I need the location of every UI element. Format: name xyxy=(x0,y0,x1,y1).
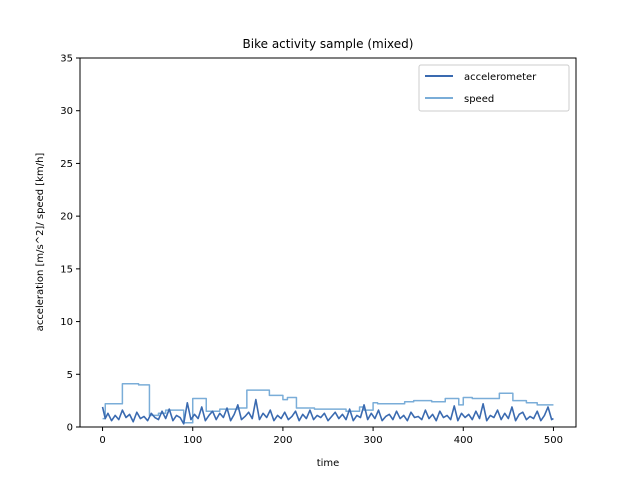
y-tick-label: 10 xyxy=(60,317,73,328)
y-tick-label: 35 xyxy=(60,54,73,65)
y-tick-label: 30 xyxy=(60,106,73,117)
y-axis: 0 5 10 15 20 25 30 35 xyxy=(60,54,80,434)
series-line-accelerometer xyxy=(101,398,554,425)
y-axis-label: acceleration [m/s^2]/ speed [km/h] xyxy=(35,153,46,332)
legend: accelerometer speed xyxy=(418,64,570,112)
y-tick-label: 20 xyxy=(60,212,73,223)
x-tick-label: 200 xyxy=(273,435,292,446)
axes-frame xyxy=(79,57,577,428)
plot-area xyxy=(101,383,554,425)
x-tick-label: 400 xyxy=(454,435,473,446)
x-tick-label: 300 xyxy=(364,435,383,446)
y-tick-label: 0 xyxy=(67,423,73,434)
x-tick-label: 500 xyxy=(544,435,563,446)
y-tick-label: 5 xyxy=(67,370,73,381)
y-tick-label: 15 xyxy=(60,264,73,275)
x-axis: 0 100 200 300 400 500 xyxy=(99,427,563,446)
legend-frame xyxy=(418,64,570,112)
legend-label-speed: speed xyxy=(464,94,494,105)
y-tick-label: 25 xyxy=(60,159,73,170)
x-axis-label: time xyxy=(317,458,340,469)
x-tick-label: 0 xyxy=(99,435,105,446)
chart-title: Bike activity sample (mixed) xyxy=(243,37,414,51)
legend-label-accelerometer: accelerometer xyxy=(464,72,537,83)
axes xyxy=(79,57,577,428)
x-tick-label: 100 xyxy=(183,435,202,446)
